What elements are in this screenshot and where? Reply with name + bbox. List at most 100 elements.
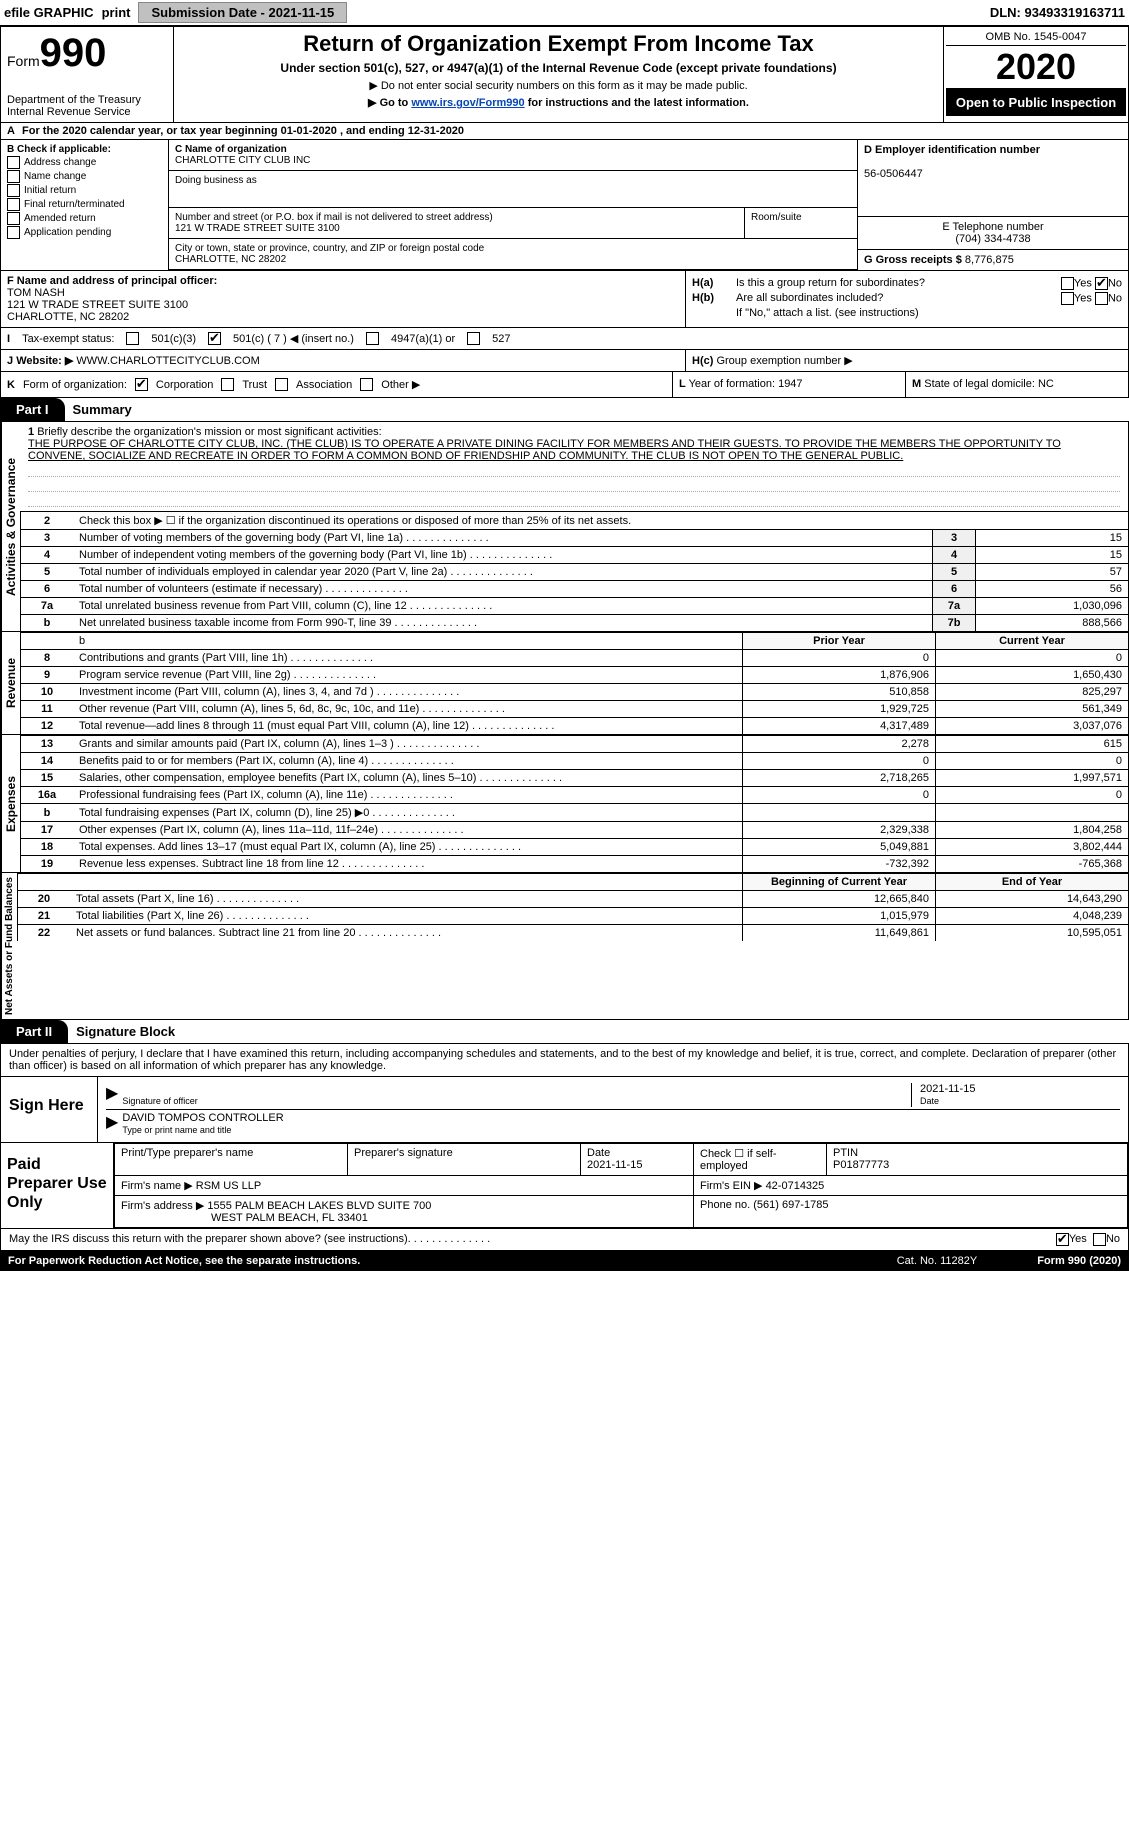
prior-val: 12,665,840 — [743, 891, 936, 908]
goto-prefix: ▶ Go to — [368, 97, 411, 109]
tax-501c: 501(c) ( 7 ) ◀ (insert no.) — [233, 332, 354, 345]
line-text: Total expenses. Add lines 13–17 (must eq… — [73, 839, 743, 856]
prior-val: 5,049,881 — [743, 839, 936, 856]
curr-val: 1,804,258 — [936, 822, 1129, 839]
p1-mission-block: 1 Briefly describe the organization's mi… — [20, 422, 1128, 511]
sig-name-value: DAVID TOMPOS CONTROLLER — [122, 1112, 283, 1124]
p1-gov-table: 2 Check this box ▶ ☐ if the organization… — [20, 511, 1128, 631]
curr-val: -765,368 — [936, 856, 1129, 873]
line-num: b — [21, 615, 74, 632]
prep-section: Paid Preparer Use Only Print/Type prepar… — [0, 1143, 1129, 1229]
discuss-text: May the IRS discuss this return with the… — [9, 1233, 408, 1246]
chk-application-pending[interactable]: Application pending — [7, 226, 162, 239]
omb-number: OMB No. 1545-0047 — [946, 29, 1126, 46]
chk-amended-return[interactable]: Amended return — [7, 212, 162, 225]
line-num: 15 — [21, 770, 74, 787]
form-title: Return of Organization Exempt From Incom… — [180, 31, 937, 57]
room-label: Room/suite — [751, 212, 802, 223]
print-label[interactable]: print — [102, 5, 131, 20]
hc-box: H(c) Group exemption number ▶ — [686, 350, 1128, 371]
line-ref: 3 — [933, 530, 976, 547]
row-a-label: A — [7, 125, 15, 137]
checkbox-icon[interactable] — [275, 378, 288, 391]
checkbox-icon[interactable] — [221, 378, 234, 391]
line-text: Number of independent voting members of … — [73, 547, 933, 564]
line-num: 16a — [21, 787, 74, 804]
irs-link[interactable]: www.irs.gov/Form990 — [411, 97, 524, 109]
org-name-label: C Name of organization — [175, 144, 287, 155]
line-val: 15 — [976, 530, 1129, 547]
form-instructions-link-row: ▶ Go to www.irs.gov/Form990 for instruct… — [180, 96, 937, 109]
chk-final-return[interactable]: Final return/terminated — [7, 198, 162, 211]
line-text: Other revenue (Part VIII, column (A), li… — [73, 701, 743, 718]
i-label: I — [7, 333, 10, 345]
checkbox-icon[interactable] — [1095, 292, 1108, 305]
checkbox-icon[interactable] — [366, 332, 379, 345]
checkbox-checked-icon[interactable] — [135, 378, 148, 391]
checkbox-icon[interactable] — [1093, 1233, 1106, 1246]
ha-text: Is this a group return for subordinates? — [736, 277, 1057, 289]
checkbox-checked-icon[interactable] — [1056, 1233, 1069, 1246]
arrow-icon: ▶ — [106, 1112, 118, 1136]
firm-addr1: 1555 PALM BEACH LAKES BLVD SUITE 700 — [207, 1200, 431, 1212]
org-name-value: CHARLOTTE CITY CLUB INC — [175, 155, 310, 166]
checkbox-icon — [7, 226, 20, 239]
discuss-no: No — [1106, 1233, 1120, 1246]
e-value: (704) 334-4738 — [955, 233, 1030, 245]
prior-val: 4,317,489 — [743, 718, 936, 735]
line-ref: 6 — [933, 581, 976, 598]
checkbox-icon — [7, 198, 20, 211]
chk-name-change[interactable]: Name change — [7, 170, 162, 183]
city-box: City or town, state or province, country… — [169, 239, 857, 270]
line-num: 13 — [21, 736, 74, 753]
prior-val: 2,278 — [743, 736, 936, 753]
ptin-value: P01877773 — [833, 1159, 889, 1171]
curr-val: 0 — [936, 753, 1129, 770]
checkbox-icon[interactable] — [360, 378, 373, 391]
dotted-leader — [408, 1233, 1056, 1246]
f-name: TOM NASH — [7, 287, 65, 299]
chk-initial-return[interactable]: Initial return — [7, 184, 162, 197]
line1-text: Briefly describe the organization's miss… — [37, 426, 381, 438]
p1-gov-body: 1 Briefly describe the organization's mi… — [20, 422, 1128, 631]
prior-val: 1,015,979 — [743, 908, 936, 925]
checkbox-icon[interactable] — [1061, 292, 1074, 305]
checkbox-icon[interactable] — [467, 332, 480, 345]
line-text: Total number of individuals employed in … — [73, 564, 933, 581]
hb-yes: Yes — [1074, 292, 1092, 304]
dba-label: Doing business as — [175, 175, 257, 186]
form-subtitle: Under section 501(c), 527, or 4947(a)(1)… — [180, 61, 937, 75]
line-text: Salaries, other compensation, employee b… — [73, 770, 743, 787]
row-klm: K Form of organization: Corporation Trus… — [0, 372, 1129, 398]
dln-label: DLN: 93493319163711 — [990, 5, 1125, 20]
chk-address-change[interactable]: Address change — [7, 156, 162, 169]
hc-text: Group exemption number ▶ — [716, 355, 852, 367]
sig-date-value: 2021-11-15 — [920, 1083, 975, 1095]
curr-val: 1,997,571 — [936, 770, 1129, 787]
line-num: 21 — [18, 908, 71, 925]
p1-rev-table: b Prior Year Current Year 8Contributions… — [20, 632, 1128, 734]
line-ref: 7b — [933, 615, 976, 632]
checkbox-checked-icon[interactable] — [208, 332, 221, 345]
part1-title: Summary — [65, 398, 140, 421]
line-num: 10 — [21, 684, 74, 701]
checkbox-icon[interactable] — [126, 332, 139, 345]
prior-val: 1,876,906 — [743, 667, 936, 684]
submission-date-button[interactable]: Submission Date - 2021-11-15 — [138, 2, 347, 23]
line-text: Total assets (Part X, line 16) — [70, 891, 743, 908]
ha-checks: Yes No — [1061, 277, 1122, 290]
d-ein-box: D Employer identification number 56-0506… — [858, 140, 1128, 217]
line-num: 17 — [21, 822, 74, 839]
part1-header: Part I Summary — [0, 398, 1129, 421]
prior-val: 1,929,725 — [743, 701, 936, 718]
phone-label: Phone no. — [700, 1199, 750, 1211]
curr-val: 0 — [936, 787, 1129, 804]
firm-ein-cell: Firm's EIN ▶ 42-0714325 — [694, 1176, 1128, 1196]
line-text: Revenue less expenses. Subtract line 18 … — [73, 856, 743, 873]
blank-b: b — [73, 633, 743, 650]
part2-declaration: Under penalties of perjury, I declare th… — [0, 1043, 1129, 1077]
line-text: Investment income (Part VIII, column (A)… — [73, 684, 743, 701]
checkbox-checked-icon[interactable] — [1095, 277, 1108, 290]
checkbox-icon[interactable] — [1061, 277, 1074, 290]
k-letter: K — [7, 379, 15, 391]
